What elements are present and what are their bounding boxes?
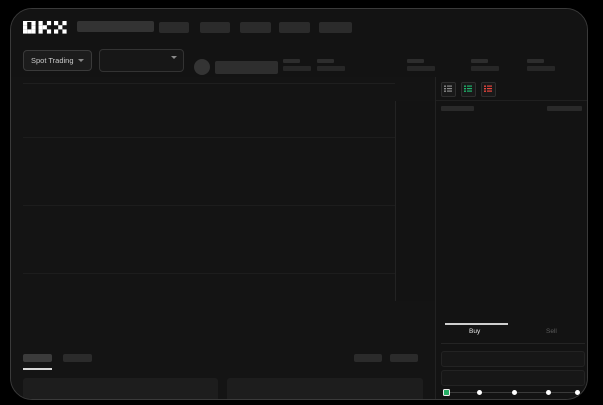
ticker-stat-label (407, 59, 424, 63)
slider-step-75[interactable] (545, 389, 551, 395)
ticker-stat-value (407, 66, 435, 71)
ticker-stat-value (527, 66, 555, 71)
pair-coin-avatar (194, 59, 210, 75)
ticker-stat-4 (471, 59, 499, 71)
chart-gridline (23, 205, 395, 206)
orders-panel-right[interactable] (227, 378, 423, 399)
pair-name-label (215, 61, 278, 74)
tab-open-orders[interactable] (23, 354, 52, 362)
chart-gridline (23, 137, 395, 138)
nav-item-4[interactable] (279, 22, 310, 33)
orderbook-mode-asks-icon[interactable] (481, 82, 496, 97)
device-frame: Spot Trading (10, 8, 588, 400)
ticker-stat-1 (283, 59, 311, 71)
orders-action-1[interactable] (354, 354, 382, 362)
price-chart[interactable] (23, 101, 395, 301)
chevron-down-icon (171, 56, 177, 59)
active-order-tab-indicator (445, 323, 508, 325)
nav-item-3[interactable] (240, 22, 271, 33)
order-book-header-price (441, 106, 474, 111)
amount-field[interactable] (441, 370, 585, 386)
chart-toolbar (23, 83, 395, 103)
candlestick-series (23, 101, 395, 301)
order-book-header-amount (547, 106, 582, 111)
ticker-stat-value (471, 66, 499, 71)
orderbook-mode-both-icon[interactable] (441, 82, 456, 97)
trading-pair-selector[interactable] (99, 49, 184, 72)
tab-order-history[interactable] (63, 354, 92, 362)
ticker-stat-label (527, 59, 544, 63)
order-book-view-modes (441, 82, 496, 97)
amount-slider[interactable] (443, 388, 580, 398)
nav-item-2[interactable] (200, 22, 230, 33)
app-window: Spot Trading (11, 9, 587, 399)
ticker-stat-label (471, 59, 488, 63)
slider-handle[interactable] (443, 388, 450, 396)
ticker-stat-5 (527, 59, 555, 71)
orders-tab-bar (23, 350, 433, 372)
active-tab-indicator (23, 368, 52, 370)
order-book-divider (436, 100, 587, 101)
ticker-stat-label (317, 59, 334, 63)
ticker-stat-value (283, 66, 311, 71)
okx-logo[interactable] (23, 20, 69, 34)
slider-step-25[interactable] (477, 389, 483, 395)
global-search-input[interactable] (77, 21, 154, 32)
top-navigation-bar (11, 9, 587, 43)
tab-buy[interactable]: Buy (469, 328, 481, 335)
slider-step-100[interactable] (575, 389, 580, 395)
order-book-panel: Buy Sell (435, 77, 587, 399)
trading-mode-label: Spot Trading (31, 56, 74, 65)
orders-action-2[interactable] (390, 354, 418, 362)
nav-item-5[interactable] (319, 22, 352, 33)
slider-step-50[interactable] (511, 389, 517, 395)
ticker-stat-3 (407, 59, 435, 71)
price-field[interactable] (441, 351, 585, 367)
ticker-stat-2 (317, 59, 345, 71)
orders-panel-left[interactable] (23, 378, 218, 399)
ticker-stat-label (283, 59, 300, 63)
order-form-tabs: Buy Sell (441, 323, 585, 344)
nav-item-1[interactable] (159, 22, 189, 33)
trading-mode-selector[interactable]: Spot Trading (23, 50, 92, 71)
tab-sell[interactable]: Sell (546, 328, 557, 335)
chevron-down-icon (77, 59, 84, 62)
volume-histogram (23, 306, 395, 342)
chart-gridline (23, 273, 395, 274)
orderbook-mode-bids-icon[interactable] (461, 82, 476, 97)
ticker-stat-value (317, 66, 345, 71)
